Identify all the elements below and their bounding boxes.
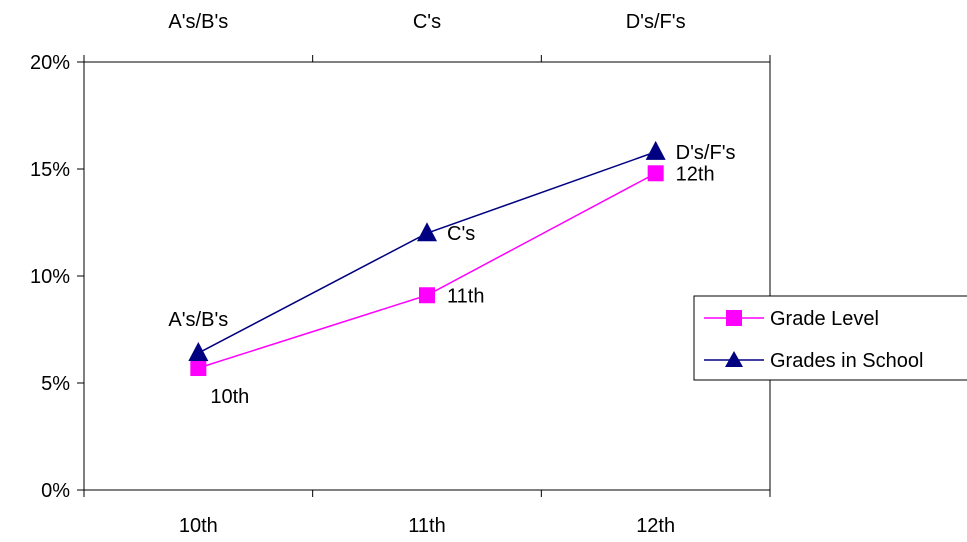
x-bottom-tick-label: 12th: [636, 515, 675, 537]
y-tick-label: 5%: [41, 373, 70, 395]
y-tick-label: 20%: [30, 52, 70, 74]
legend: Grade Level Grades in School: [693, 295, 967, 381]
legend-label-grade-level: Grade Level: [770, 308, 879, 330]
legend-label-grades-in-school: Grades in School: [770, 350, 923, 372]
data-label: 12th: [676, 163, 715, 185]
y-tick-label: 15%: [30, 159, 70, 181]
legend-marker-grade-level: [726, 310, 742, 326]
axes: 0% 5% 10% 15% 20% 10th 11th 12th A's/B's C's D's/F…: [30, 11, 771, 537]
data-point-grades-in-school: [188, 342, 209, 362]
data-point-grade-level: [647, 165, 664, 182]
y-tick-label: 0%: [41, 480, 70, 502]
x-top-tick-label: C's: [413, 11, 441, 33]
x-bottom-tick-label: 10th: [179, 515, 218, 537]
x-bottom-tick-label: 11th: [408, 515, 445, 537]
data-point-grades-in-school: [645, 140, 666, 160]
data-label: 11th: [447, 285, 484, 307]
data-point-grade-level: [190, 360, 207, 377]
data-label: D's/F's: [676, 142, 736, 164]
x-top-tick-label: D's/F's: [626, 11, 686, 33]
plot-area: [83, 61, 771, 491]
data-point-grades-in-school: [417, 222, 437, 242]
data-label: C's: [447, 223, 475, 245]
series-layer: 10th 11th 12th A's/B's C's D's/F's: [168, 140, 736, 408]
data-label: 10th: [210, 386, 249, 408]
data-point-grade-level: [419, 287, 435, 304]
x-top-tick-label: A's/B's: [168, 11, 228, 33]
legend-marker-grades-in-school: [725, 351, 743, 367]
y-tick-label: 10%: [30, 266, 70, 288]
data-label: A's/B's: [168, 309, 228, 331]
